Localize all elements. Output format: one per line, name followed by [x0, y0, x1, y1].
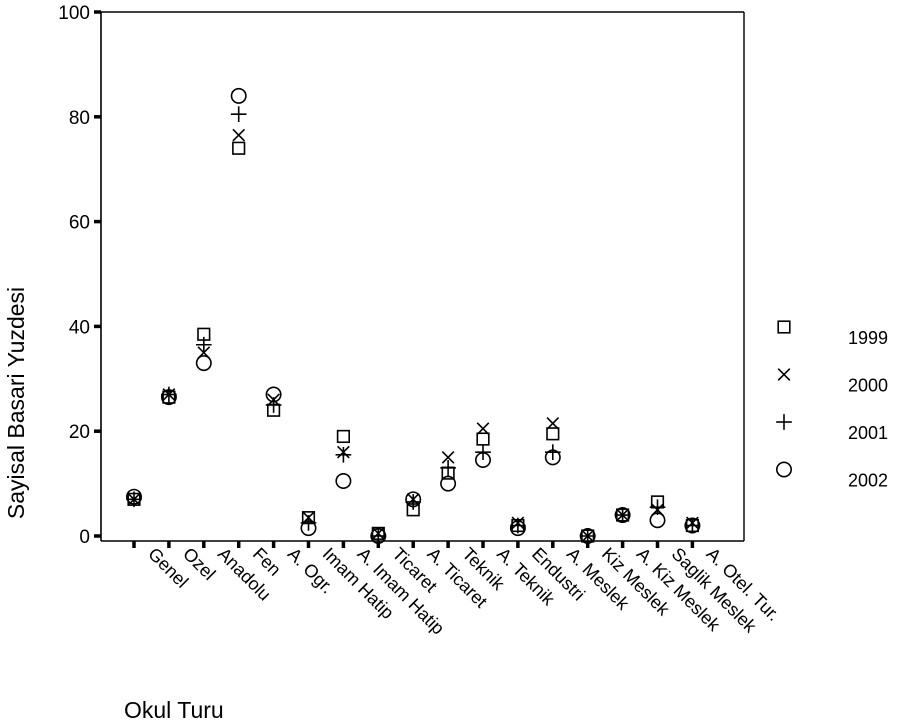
y-tick-label: 40 [69, 317, 90, 338]
plot-frame [100, 11, 745, 542]
y-tick-label: 60 [69, 213, 90, 234]
point-circle [126, 488, 143, 505]
point-circle [300, 520, 317, 537]
legend-item: 2000 [777, 368, 888, 396]
y-tick-label: 20 [69, 422, 90, 443]
point-circle [649, 512, 666, 529]
point-plus [614, 507, 631, 523]
series-2002 [126, 87, 701, 544]
point-square [476, 432, 490, 446]
data-points [126, 87, 701, 544]
point-circle [160, 389, 177, 406]
point-circle [544, 449, 561, 466]
legend-label: 2002 [848, 471, 888, 491]
point-plus [335, 446, 352, 463]
y-tick-label: 80 [69, 108, 90, 129]
point-x [441, 451, 455, 464]
series-1999 [127, 141, 699, 543]
point-circle [370, 527, 387, 544]
point-x [546, 416, 560, 430]
point-square [336, 429, 351, 444]
legend-marker-circle [775, 461, 792, 478]
point-square [232, 141, 246, 155]
x-axis-label: Okul Turu [124, 697, 224, 723]
point-square [546, 427, 560, 441]
point-plus [440, 460, 456, 476]
point-x [232, 128, 246, 142]
point-circle [440, 475, 457, 492]
legend-label: 2000 [848, 376, 888, 396]
legend-marker-square [777, 320, 791, 334]
point-circle [614, 507, 631, 524]
y-axis: 0 20 40 60 80 100 [58, 3, 101, 548]
point-circle [230, 87, 247, 104]
point-circle [509, 520, 526, 537]
legend-label: 1999 [848, 328, 888, 348]
y-tick-label: 100 [58, 3, 90, 24]
legend-label: 2001 [848, 423, 888, 443]
legend-item: 2002 [775, 461, 888, 491]
point-plus [579, 528, 596, 544]
point-circle [474, 452, 491, 469]
point-x [476, 422, 490, 435]
point-circle [195, 355, 212, 372]
point-circle [265, 386, 282, 403]
y-axis-label: Sayisal Basari Yuzdesi [3, 287, 29, 519]
point-circle [684, 517, 701, 534]
series-2001 [126, 106, 701, 544]
point-plus [230, 106, 247, 123]
legend-item: 1999 [777, 320, 888, 348]
point-circle [335, 472, 352, 489]
point-plus [684, 517, 701, 534]
point-plus [195, 336, 212, 353]
point-plus [370, 528, 387, 544]
legend-marker-x [777, 368, 791, 381]
point-circle [405, 491, 422, 508]
legend-marker-plus [776, 414, 792, 430]
y-tick-label: 0 [79, 527, 90, 548]
point-plus [265, 397, 282, 413]
legend-item: 2001 [776, 414, 888, 443]
legend: 1999 2000 2001 2002 [775, 320, 888, 491]
series-2000 [127, 128, 699, 543]
point-circle [579, 527, 596, 544]
